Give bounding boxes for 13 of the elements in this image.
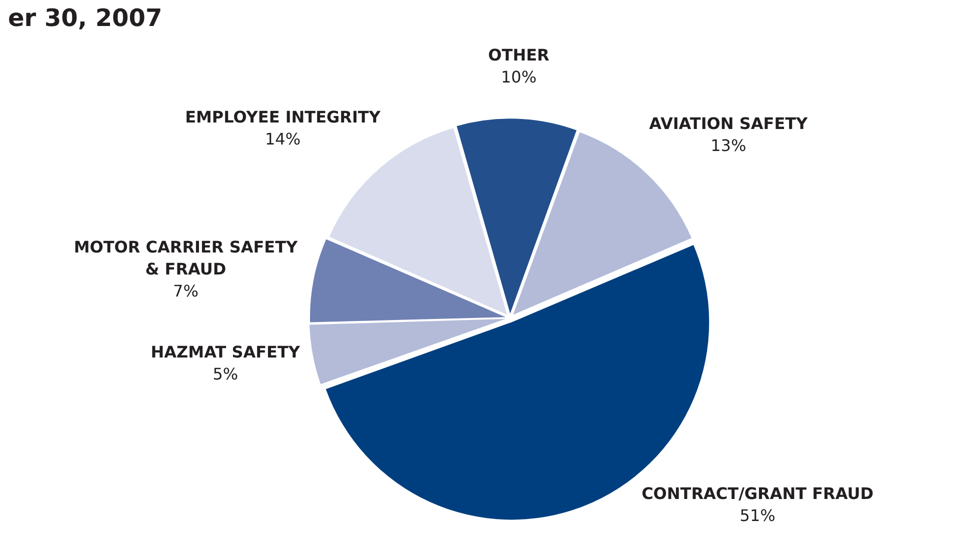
slice-label: EMPLOYEE INTEGRITY xyxy=(185,107,381,126)
slice-label: AVIATION SAFETY xyxy=(649,114,808,133)
chart-title: er 30, 2007 xyxy=(8,4,162,32)
slice-label: OTHER xyxy=(488,45,550,64)
slice-label: HAZMAT SAFETY xyxy=(150,342,300,362)
slice-label: CONTRACT/GRANT FRAUD xyxy=(642,484,874,504)
data-label: 5% xyxy=(212,364,238,384)
data-label: 51% xyxy=(740,506,776,526)
slice-label: MOTOR CARRIER SAFETY & FRAUD xyxy=(74,237,298,278)
data-label: 10% xyxy=(500,67,537,86)
data-label: 7% xyxy=(173,281,198,300)
data-label: 13% xyxy=(710,136,746,155)
data-label: 14% xyxy=(264,129,301,148)
